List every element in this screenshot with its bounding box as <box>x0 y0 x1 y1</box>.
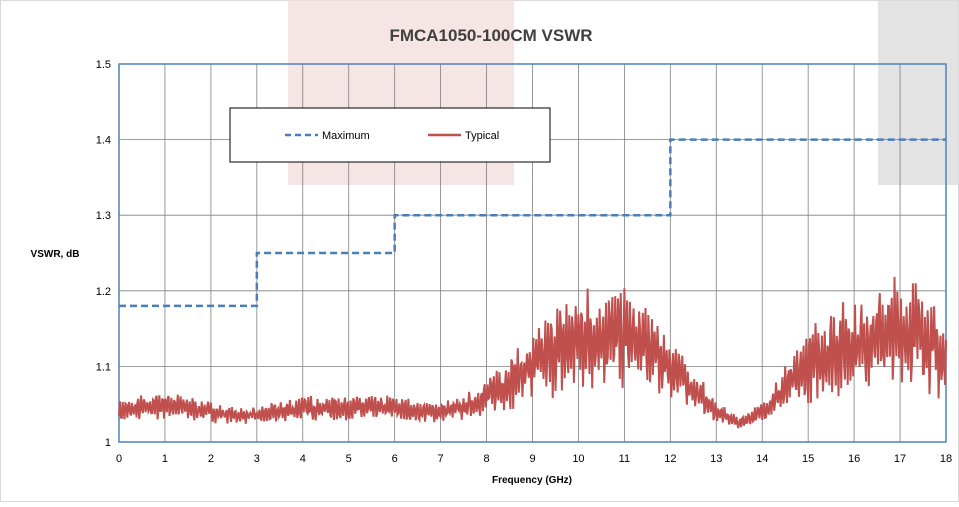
series-line-typical <box>118 276 947 429</box>
x-tick-label: 10 <box>572 453 584 465</box>
chart-title: FMCA1050-100CM VSWR <box>389 26 592 45</box>
y-tick-label: 1.1 <box>96 361 111 373</box>
x-tick-label: 2 <box>208 453 214 465</box>
x-tick-label: 16 <box>848 453 860 465</box>
x-tick-label: 0 <box>116 453 122 465</box>
y-tick-label: 1.2 <box>96 286 111 298</box>
x-tick-label: 13 <box>710 453 722 465</box>
data-series <box>118 138 947 429</box>
x-tick-label: 17 <box>894 453 906 465</box>
x-tick-label: 6 <box>392 453 398 465</box>
series-line-maximum <box>119 138 946 308</box>
background-band-gray <box>878 0 959 185</box>
x-tick-label: 12 <box>664 453 676 465</box>
x-tick-label: 5 <box>346 453 352 465</box>
y-tick-label: 1.5 <box>96 59 111 71</box>
y-tick-label: 1 <box>105 437 111 449</box>
x-tick-label: 11 <box>619 453 630 465</box>
x-axis-label: Frequency (GHz) <box>492 475 572 486</box>
y-tick-label: 1.3 <box>96 210 111 222</box>
x-tick-label: 3 <box>254 453 260 465</box>
y-axis-label: VSWR, dB <box>31 249 80 260</box>
legend: Maximum Typical <box>229 107 551 163</box>
plot-area-frame <box>118 63 947 443</box>
x-tick-label: 4 <box>300 453 306 465</box>
x-tick-label: 7 <box>438 453 444 465</box>
legend-typical-label: Typical <box>465 130 499 142</box>
legend-maximum-label: Maximum <box>322 130 370 142</box>
legend-box <box>229 107 551 163</box>
x-tick-label: 1 <box>162 453 168 465</box>
x-tick-label: 8 <box>483 453 489 465</box>
y-tick-label: 1.4 <box>96 135 111 147</box>
x-axis-ticks: 0 1 2 3 4 5 6 7 8 9 10 11 12 13 14 15 16 17 18 <box>116 453 952 465</box>
y-axis-ticks: 1 1.1 1.2 1.3 1.4 1.5 <box>96 59 111 449</box>
x-tick-label: 15 <box>802 453 814 465</box>
x-tick-label: 9 <box>529 453 535 465</box>
x-tick-label: 18 <box>940 453 952 465</box>
x-tick-label: 14 <box>756 453 768 465</box>
